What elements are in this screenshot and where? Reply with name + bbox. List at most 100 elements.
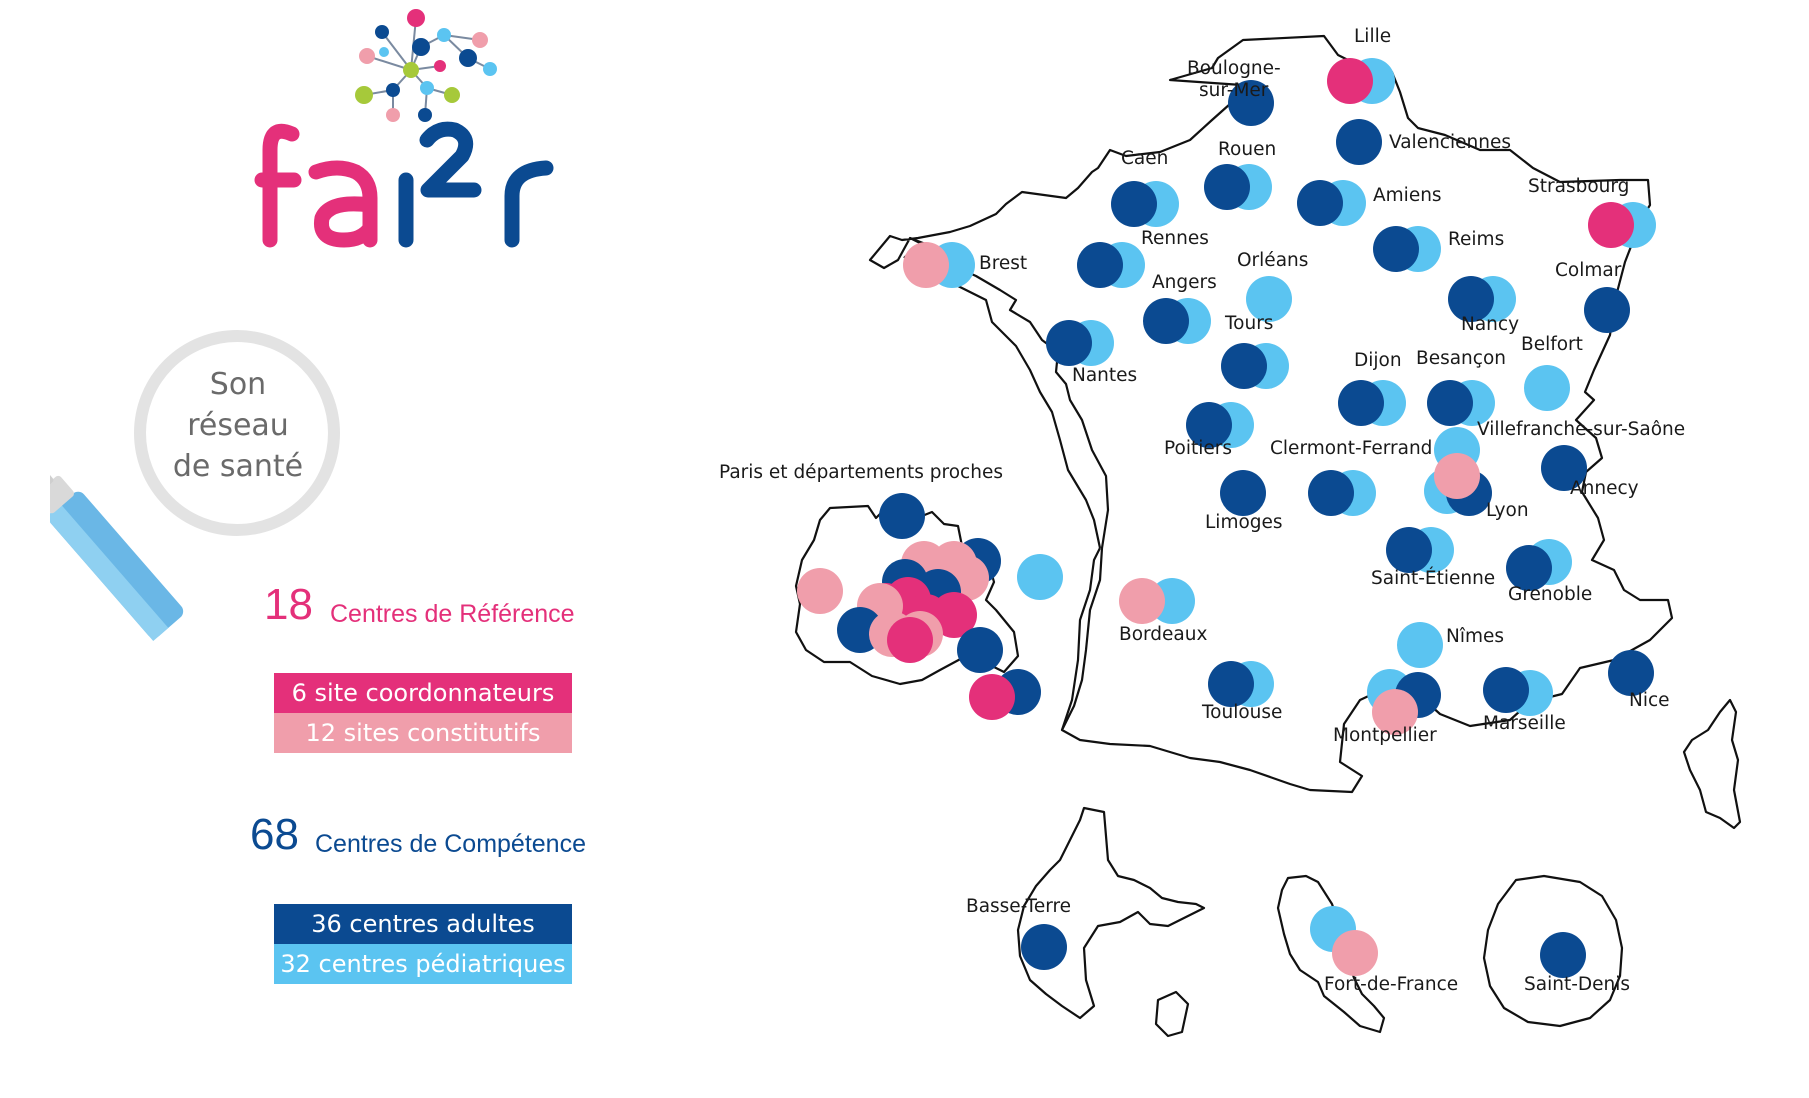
label-limoges: Limoges bbox=[1205, 512, 1283, 533]
marker-bordeaux-2 bbox=[1119, 578, 1165, 624]
label-nancy: Nancy bbox=[1461, 314, 1519, 335]
reference-label: Centres de Référence bbox=[330, 600, 575, 628]
marker-reims-2 bbox=[1373, 226, 1419, 272]
legend-pediatriques: 32 centres pédiatriques bbox=[274, 944, 572, 984]
label-grenoble: Grenoble bbox=[1508, 584, 1592, 605]
label-basse-terre: Basse-Terre bbox=[966, 896, 1071, 917]
paris-marker-14 bbox=[931, 592, 977, 638]
marker-colmar-1 bbox=[1584, 287, 1630, 333]
marker-dijon-2 bbox=[1338, 380, 1384, 426]
marker-strasbourg-2 bbox=[1588, 202, 1634, 248]
label-dijon: Dijon bbox=[1354, 350, 1402, 371]
paris-inset-label: Paris et départements proches bbox=[719, 462, 1003, 483]
label-belfort: Belfort bbox=[1521, 334, 1583, 355]
label-nimes: Nîmes bbox=[1446, 626, 1504, 647]
reference-count: 18 bbox=[264, 580, 313, 629]
corsica-outline bbox=[1682, 698, 1742, 830]
guadeloupe-outline bbox=[1016, 806, 1206, 1020]
marie-galante-outline bbox=[1154, 990, 1190, 1038]
label-lyon: Lyon bbox=[1486, 500, 1529, 521]
label-strasbourg: Strasbourg bbox=[1528, 176, 1629, 197]
label-valenciennes: Valenciennes bbox=[1389, 132, 1511, 153]
logo-wordmark bbox=[254, 121, 554, 248]
magnifier-line-2: réseau bbox=[187, 408, 289, 443]
marker-boulogne-sur-mer-1 bbox=[1228, 80, 1274, 126]
magnifier-icon bbox=[50, 330, 340, 642]
marker-nancy-2 bbox=[1448, 276, 1494, 322]
marker-toulouse-2 bbox=[1208, 661, 1254, 707]
label-nantes: Nantes bbox=[1072, 365, 1137, 386]
label-amiens: Amiens bbox=[1373, 185, 1442, 206]
marker-poitiers-2 bbox=[1186, 402, 1232, 448]
legend-coordinateurs: 6 site coordonnateurs bbox=[274, 673, 572, 713]
paris-marker-19 bbox=[957, 627, 1003, 673]
label-brest: Brest bbox=[979, 253, 1027, 274]
label-colmar: Colmar bbox=[1555, 260, 1622, 281]
marker-angers-2 bbox=[1143, 298, 1189, 344]
marker-montpellier-3 bbox=[1372, 689, 1418, 735]
competence-label: Centres de Compétence bbox=[315, 830, 586, 858]
label-marseille: Marseille bbox=[1483, 713, 1566, 734]
marker-rouen-2 bbox=[1204, 164, 1250, 210]
label-fort-de-france: Fort-de-France bbox=[1324, 974, 1458, 995]
label-montpellier: Montpellier bbox=[1333, 725, 1437, 746]
marker-nice-1 bbox=[1608, 650, 1654, 696]
label-tours: Tours bbox=[1224, 313, 1273, 334]
marker-besancon-2 bbox=[1427, 380, 1473, 426]
marker-grenoble-2 bbox=[1506, 545, 1552, 591]
marker-belfort-1 bbox=[1524, 365, 1570, 411]
label-besancon: Besançon bbox=[1416, 348, 1506, 369]
label-lille: Lille bbox=[1354, 26, 1391, 47]
marker-basse-terre-1 bbox=[1021, 924, 1067, 970]
marker-saint-etienne-2 bbox=[1386, 527, 1432, 573]
label-reims: Reims bbox=[1448, 229, 1504, 250]
marker-saint-denis-1 bbox=[1540, 932, 1586, 978]
logo-network-icon bbox=[355, 9, 497, 122]
label-orleans: Orléans bbox=[1237, 250, 1308, 271]
west-coast-outline bbox=[1060, 547, 1101, 731]
competence-count: 68 bbox=[250, 810, 299, 859]
label-rennes: Rennes bbox=[1141, 228, 1209, 249]
label-toulouse: Toulouse bbox=[1201, 702, 1282, 723]
marker-marseille-2 bbox=[1483, 667, 1529, 713]
marker-brest-2 bbox=[903, 242, 949, 288]
paris-marker-3 bbox=[797, 568, 843, 614]
label-annecy: Annecy bbox=[1570, 478, 1639, 499]
paris-marker-21 bbox=[969, 674, 1015, 720]
marker-fort-de-france-2 bbox=[1332, 930, 1378, 976]
label-saint-denis: Saint-Denis bbox=[1524, 974, 1630, 995]
marker-tours-2 bbox=[1221, 343, 1267, 389]
paris-marker-18 bbox=[887, 617, 933, 663]
marker-amiens-2 bbox=[1297, 180, 1343, 226]
marker-nimes-1 bbox=[1397, 622, 1443, 668]
marker-lille-2 bbox=[1327, 58, 1373, 104]
marker-annecy-1 bbox=[1541, 445, 1587, 491]
label-bordeaux: Bordeaux bbox=[1119, 624, 1207, 645]
label-nice: Nice bbox=[1629, 690, 1670, 711]
marker-rennes-2 bbox=[1077, 242, 1123, 288]
reunion-outline bbox=[1482, 874, 1624, 1028]
magnifier-line-3: de santé bbox=[172, 449, 304, 484]
label-clermont-ferrand: Clermont-Ferrand bbox=[1270, 438, 1432, 459]
legend-adultes: 36 centres adultes bbox=[274, 904, 572, 944]
magnifier-line-1: Son bbox=[209, 367, 267, 402]
marker-lyon-3 bbox=[1434, 453, 1480, 499]
label-rouen: Rouen bbox=[1218, 139, 1276, 160]
label-poitiers: Poitiers bbox=[1164, 438, 1232, 459]
label-boulogne-sur-mer: Boulogne-sur-Mer bbox=[1187, 58, 1281, 101]
paris-marker-2 bbox=[1017, 554, 1063, 600]
marker-clermont-ferrand-2 bbox=[1308, 470, 1354, 516]
legend-constitutifs: 12 sites constitutifs bbox=[274, 713, 572, 753]
marker-limoges-1 bbox=[1220, 470, 1266, 516]
magnifier-caption: Son réseau de santé bbox=[140, 364, 336, 487]
label-angers: Angers bbox=[1152, 272, 1217, 293]
paris-inset-outline bbox=[794, 504, 1020, 686]
label-saint-etienne: Saint-Étienne bbox=[1371, 567, 1495, 589]
label-caen: Caen bbox=[1121, 148, 1168, 169]
marker-valenciennes-1 bbox=[1336, 119, 1382, 165]
paris-marker-1 bbox=[879, 493, 925, 539]
label-villefranche-sur-saone: Villefranche-sur-Saône bbox=[1477, 419, 1685, 440]
marker-orleans-1 bbox=[1246, 276, 1292, 322]
marker-nantes-2 bbox=[1046, 320, 1092, 366]
